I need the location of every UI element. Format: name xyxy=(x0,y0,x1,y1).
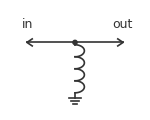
Text: out: out xyxy=(112,18,133,31)
Text: in: in xyxy=(22,18,34,31)
Circle shape xyxy=(73,40,77,45)
